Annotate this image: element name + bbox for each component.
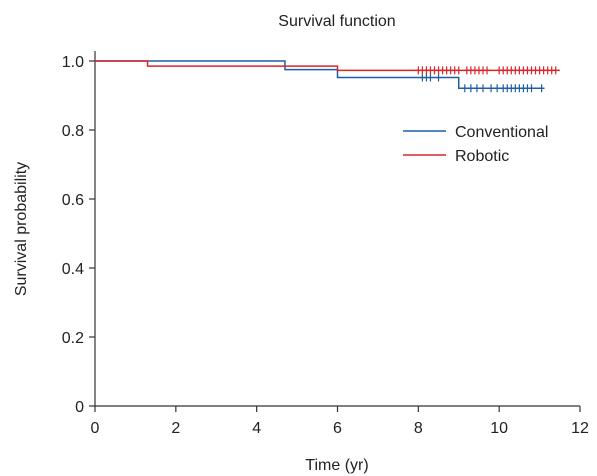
y-axis-ticks: 0 0.2 0.4 0.6 0.8 1.0 <box>62 54 95 416</box>
y-tick-label: 0.2 <box>62 330 84 347</box>
x-tick-label: 6 <box>333 420 342 437</box>
x-axis-label: Time (yr) <box>305 457 368 474</box>
legend-label-robotic: Robotic <box>455 148 509 165</box>
y-tick-label: 0.8 <box>62 123 84 140</box>
censor-mark-conventional <box>461 84 468 93</box>
y-tick-label: 0.6 <box>62 192 84 209</box>
censor-mark-conventional <box>494 84 501 93</box>
legend: Conventional Robotic <box>403 124 548 165</box>
y-tick-label: 0.4 <box>62 261 84 278</box>
censor-mark-conventional <box>427 73 434 82</box>
x-axis-ticks: 0 2 4 6 8 10 12 <box>91 406 589 437</box>
censor-mark-conventional <box>435 73 442 82</box>
x-tick-label: 10 <box>490 420 508 437</box>
censor-mark-robotic <box>484 66 491 75</box>
x-tick-label: 8 <box>414 420 423 437</box>
censor-mark-conventional <box>538 84 545 93</box>
censor-mark-robotic <box>552 66 559 75</box>
y-tick-label: 1.0 <box>62 54 84 71</box>
censor-mark-conventional <box>467 84 474 93</box>
censor-mark-conventional <box>480 84 486 93</box>
x-tick-label: 12 <box>571 420 589 437</box>
chart-title: Survival function <box>278 13 395 30</box>
x-tick-label: 4 <box>252 420 261 437</box>
censor-mark-conventional <box>528 84 535 93</box>
series-line-robotic <box>95 60 560 72</box>
series-layer <box>95 60 560 93</box>
y-tick-label: 0 <box>75 399 84 416</box>
x-tick-label: 2 <box>171 420 180 437</box>
censor-mark-conventional <box>488 84 495 93</box>
x-tick-label: 0 <box>91 420 100 437</box>
series-line-conventional <box>95 60 544 90</box>
y-axis-label: Survival probability <box>13 162 30 296</box>
legend-label-conventional: Conventional <box>455 124 548 141</box>
censor-mark-robotic <box>455 66 462 75</box>
censor-mark-conventional <box>473 84 480 93</box>
